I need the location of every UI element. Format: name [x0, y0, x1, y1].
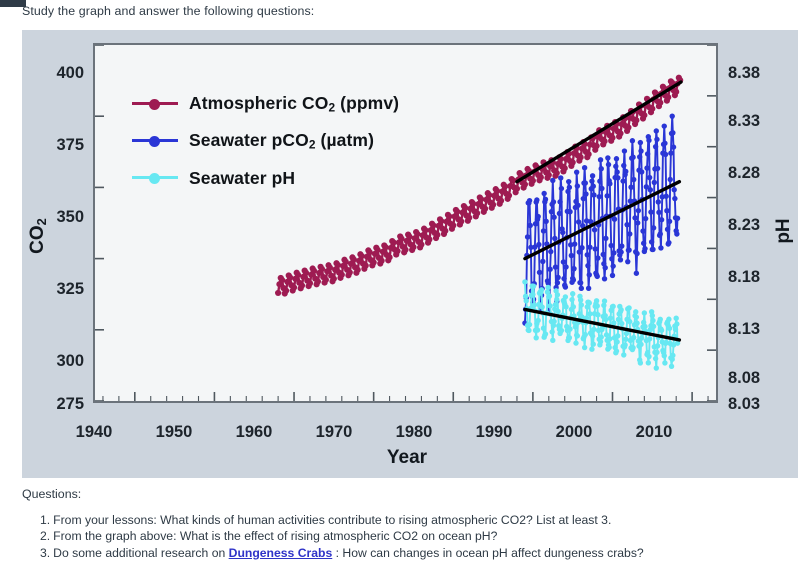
legend-item-atmospheric-co2: Atmospheric CO2 (ppmv): [132, 88, 399, 120]
ytick-left-300: 300: [56, 352, 84, 370]
ytick-right-813: 8.13: [728, 320, 761, 338]
xtick-1980: 1980: [395, 423, 433, 441]
legend-marker-seawater-pco2: [149, 135, 160, 147]
legend-label-atmospheric-co2-main: Atmospheric CO: [189, 93, 329, 114]
chart-figure: 400 375 350 325 300 275 CO2 8.38 8.33 8.…: [22, 30, 798, 478]
left-axis-title: CO2: [27, 208, 49, 264]
xtick-1990: 1990: [475, 423, 513, 441]
xtick-1950: 1950: [155, 423, 193, 441]
questions-list: 1. From your lessons: What kinds of human…: [40, 512, 770, 561]
question-1-text: From your lessons: What kinds of human a…: [53, 513, 612, 527]
legend-marker-atmospheric-co2: [149, 98, 160, 110]
xtick-2000: 2000: [555, 423, 593, 441]
xtick-1970: 1970: [315, 423, 353, 441]
page-top-stub: [0, 0, 26, 7]
legend-swatch-atmospheric-co2: [132, 96, 178, 112]
question-item-2: 2. From the graph above: What is the effe…: [40, 528, 770, 544]
ytick-right-823: 8.23: [728, 216, 761, 234]
question-1-number: 1.: [40, 513, 51, 527]
legend-item-seawater-ph: Seawater pH: [132, 162, 399, 194]
questions-heading: Questions:: [22, 487, 82, 501]
question-3-number: 3.: [40, 545, 51, 560]
ytick-right-818: 8.18: [728, 268, 761, 286]
question-item-1: 1. From your lessons: What kinds of human…: [40, 512, 770, 528]
legend-item-seawater-pco2: Seawater pCO2 (µatm): [132, 125, 399, 157]
ytick-left-325: 325: [56, 280, 84, 298]
ytick-left-375: 375: [56, 136, 84, 154]
ytick-left-400: 400: [56, 64, 84, 82]
legend-label-atmospheric-co2-sub: 2: [328, 100, 336, 115]
legend-label-seawater-pco2-main: Seawater pCO: [189, 130, 309, 151]
ytick-right-833: 8.33: [728, 112, 761, 130]
legend-swatch-seawater-ph: [132, 170, 178, 186]
question-3-text: Do some additional research on: [53, 545, 229, 560]
xtick-2010: 2010: [635, 423, 673, 441]
plot-canvas: [95, 45, 716, 401]
xtick-1940: 1940: [75, 423, 113, 441]
ytick-right-803: 8.03: [728, 395, 761, 413]
legend-label-seawater-ph-main: Seawater pH: [189, 167, 296, 188]
question-2-number: 2.: [40, 529, 51, 544]
ytick-left-275: 275: [56, 395, 84, 413]
ytick-left-350: 350: [56, 208, 84, 226]
chart-svg: [95, 45, 716, 401]
question-2-text: From the graph above: What is the effect…: [53, 529, 498, 544]
left-axis-title-text: CO: [27, 225, 48, 254]
dungeness-crabs-link[interactable]: Dungeness Crabs: [228, 545, 333, 560]
chart-legend: Atmospheric CO2 (ppmv) Seawater pCO2 (µa…: [132, 88, 399, 199]
right-axis-title: pH: [773, 218, 794, 244]
legend-swatch-seawater-pco2: [132, 133, 178, 149]
ytick-right-808: 8.08: [728, 369, 761, 387]
ytick-right-838: 8.38: [728, 64, 761, 82]
legend-marker-seawater-ph: [149, 172, 160, 184]
left-axis-title-sub: 2: [33, 218, 49, 226]
ytick-right-828: 8.28: [728, 164, 761, 182]
legend-label-seawater-pco2-sub: 2: [308, 137, 316, 152]
legend-label-atmospheric-co2-tail: (ppmv): [335, 93, 400, 114]
question-3-text-after: : How can changes in ocean pH affect dun…: [332, 545, 644, 560]
plot-area: [93, 43, 718, 403]
question-item-3: 3. Do some additional research on Dungene…: [40, 545, 770, 561]
x-axis-title: Year: [386, 447, 428, 468]
legend-label-atmospheric-co2: Atmospheric CO2 (ppmv): [189, 93, 399, 115]
legend-label-seawater-ph: Seawater pH: [189, 168, 295, 189]
legend-label-seawater-pco2-tail: (µatm): [315, 130, 374, 151]
legend-label-seawater-pco2: Seawater pCO2 (µatm): [189, 130, 374, 152]
intro-text: Study the graph and answer the following…: [22, 4, 315, 18]
xtick-1960: 1960: [235, 423, 273, 441]
